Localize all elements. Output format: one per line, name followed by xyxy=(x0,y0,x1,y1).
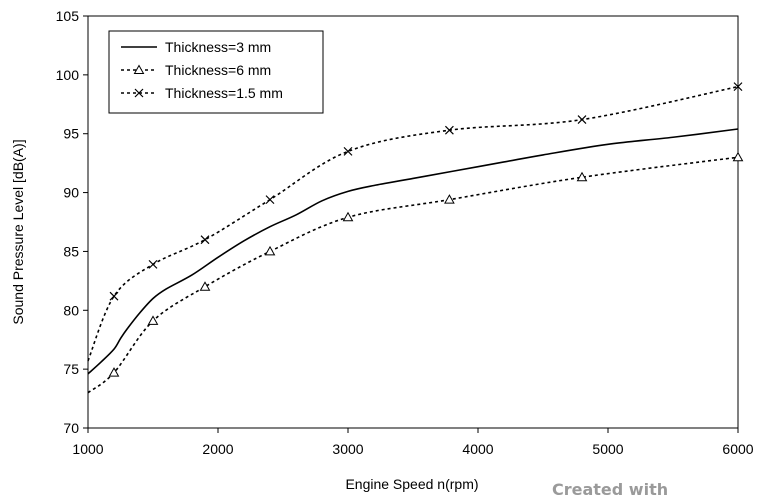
x-axis-title: Engine Speed n(rpm) xyxy=(345,476,478,492)
data-point-marker xyxy=(200,235,210,245)
data-point-marker xyxy=(576,171,588,182)
y-tick-label: 90 xyxy=(63,185,79,201)
y-axis-ticks: 70 75 80 85 90 95 100 105 xyxy=(56,8,88,436)
data-point-marker xyxy=(577,115,587,125)
data-point-marker xyxy=(264,245,276,256)
x-tick-label: 5000 xyxy=(592,441,623,457)
series-line xyxy=(87,85,739,362)
data-point-marker xyxy=(444,194,455,204)
legend-item: Thickness=6 mm xyxy=(121,62,271,78)
series-1 xyxy=(87,151,744,394)
x-tick-label: 1000 xyxy=(72,441,103,457)
legend-box xyxy=(108,30,324,114)
data-point-marker xyxy=(444,125,454,135)
plot-border xyxy=(87,15,739,429)
data-point-marker xyxy=(148,259,158,269)
data-point-marker xyxy=(108,367,120,377)
x-axis-ticks: 1000 2000 3000 4000 5000 6000 xyxy=(72,428,754,457)
data-point-marker xyxy=(109,291,119,301)
legend-label: Thickness=1.5 mm xyxy=(165,85,283,101)
series-layer xyxy=(87,82,744,394)
data-point-marker xyxy=(265,195,275,205)
legend-item: Thickness=3 mm xyxy=(121,39,271,55)
y-tick-label: 100 xyxy=(56,67,80,83)
y-tick-label: 70 xyxy=(63,420,79,436)
y-tick-label: 85 xyxy=(63,243,79,259)
data-point-marker xyxy=(342,211,354,222)
x-tick-label: 4000 xyxy=(462,441,493,457)
x-tick-label: 2000 xyxy=(202,441,233,457)
watermark-text: Created with xyxy=(552,480,668,497)
data-point-marker xyxy=(147,315,159,325)
legend-label: Thickness=6 mm xyxy=(165,62,271,78)
y-tick-label: 105 xyxy=(56,8,80,24)
legend-marker xyxy=(133,64,145,74)
y-tick-label: 95 xyxy=(63,126,79,142)
data-point-marker xyxy=(733,82,743,92)
series-0 xyxy=(87,128,739,375)
data-point-marker xyxy=(199,281,211,291)
x-tick-label: 3000 xyxy=(332,441,363,457)
legend-label: Thickness=3 mm xyxy=(165,39,271,55)
x-tick-label: 6000 xyxy=(722,441,753,457)
y-tick-label: 75 xyxy=(63,361,79,377)
legend: Thickness=3 mm Thickness=6 mm Thickness=1.… xyxy=(108,30,324,114)
series-2 xyxy=(87,82,743,362)
y-tick-label: 80 xyxy=(63,302,79,318)
series-line xyxy=(87,156,739,394)
legend-item: Thickness=1.5 mm xyxy=(121,85,283,101)
y-axis-title: Sound Pressure Level [dB(A)] xyxy=(10,139,26,324)
series-line xyxy=(87,128,739,375)
legend-marker xyxy=(134,88,144,98)
plot-area xyxy=(87,15,739,429)
data-point-marker xyxy=(732,151,744,162)
data-point-marker xyxy=(343,146,353,156)
